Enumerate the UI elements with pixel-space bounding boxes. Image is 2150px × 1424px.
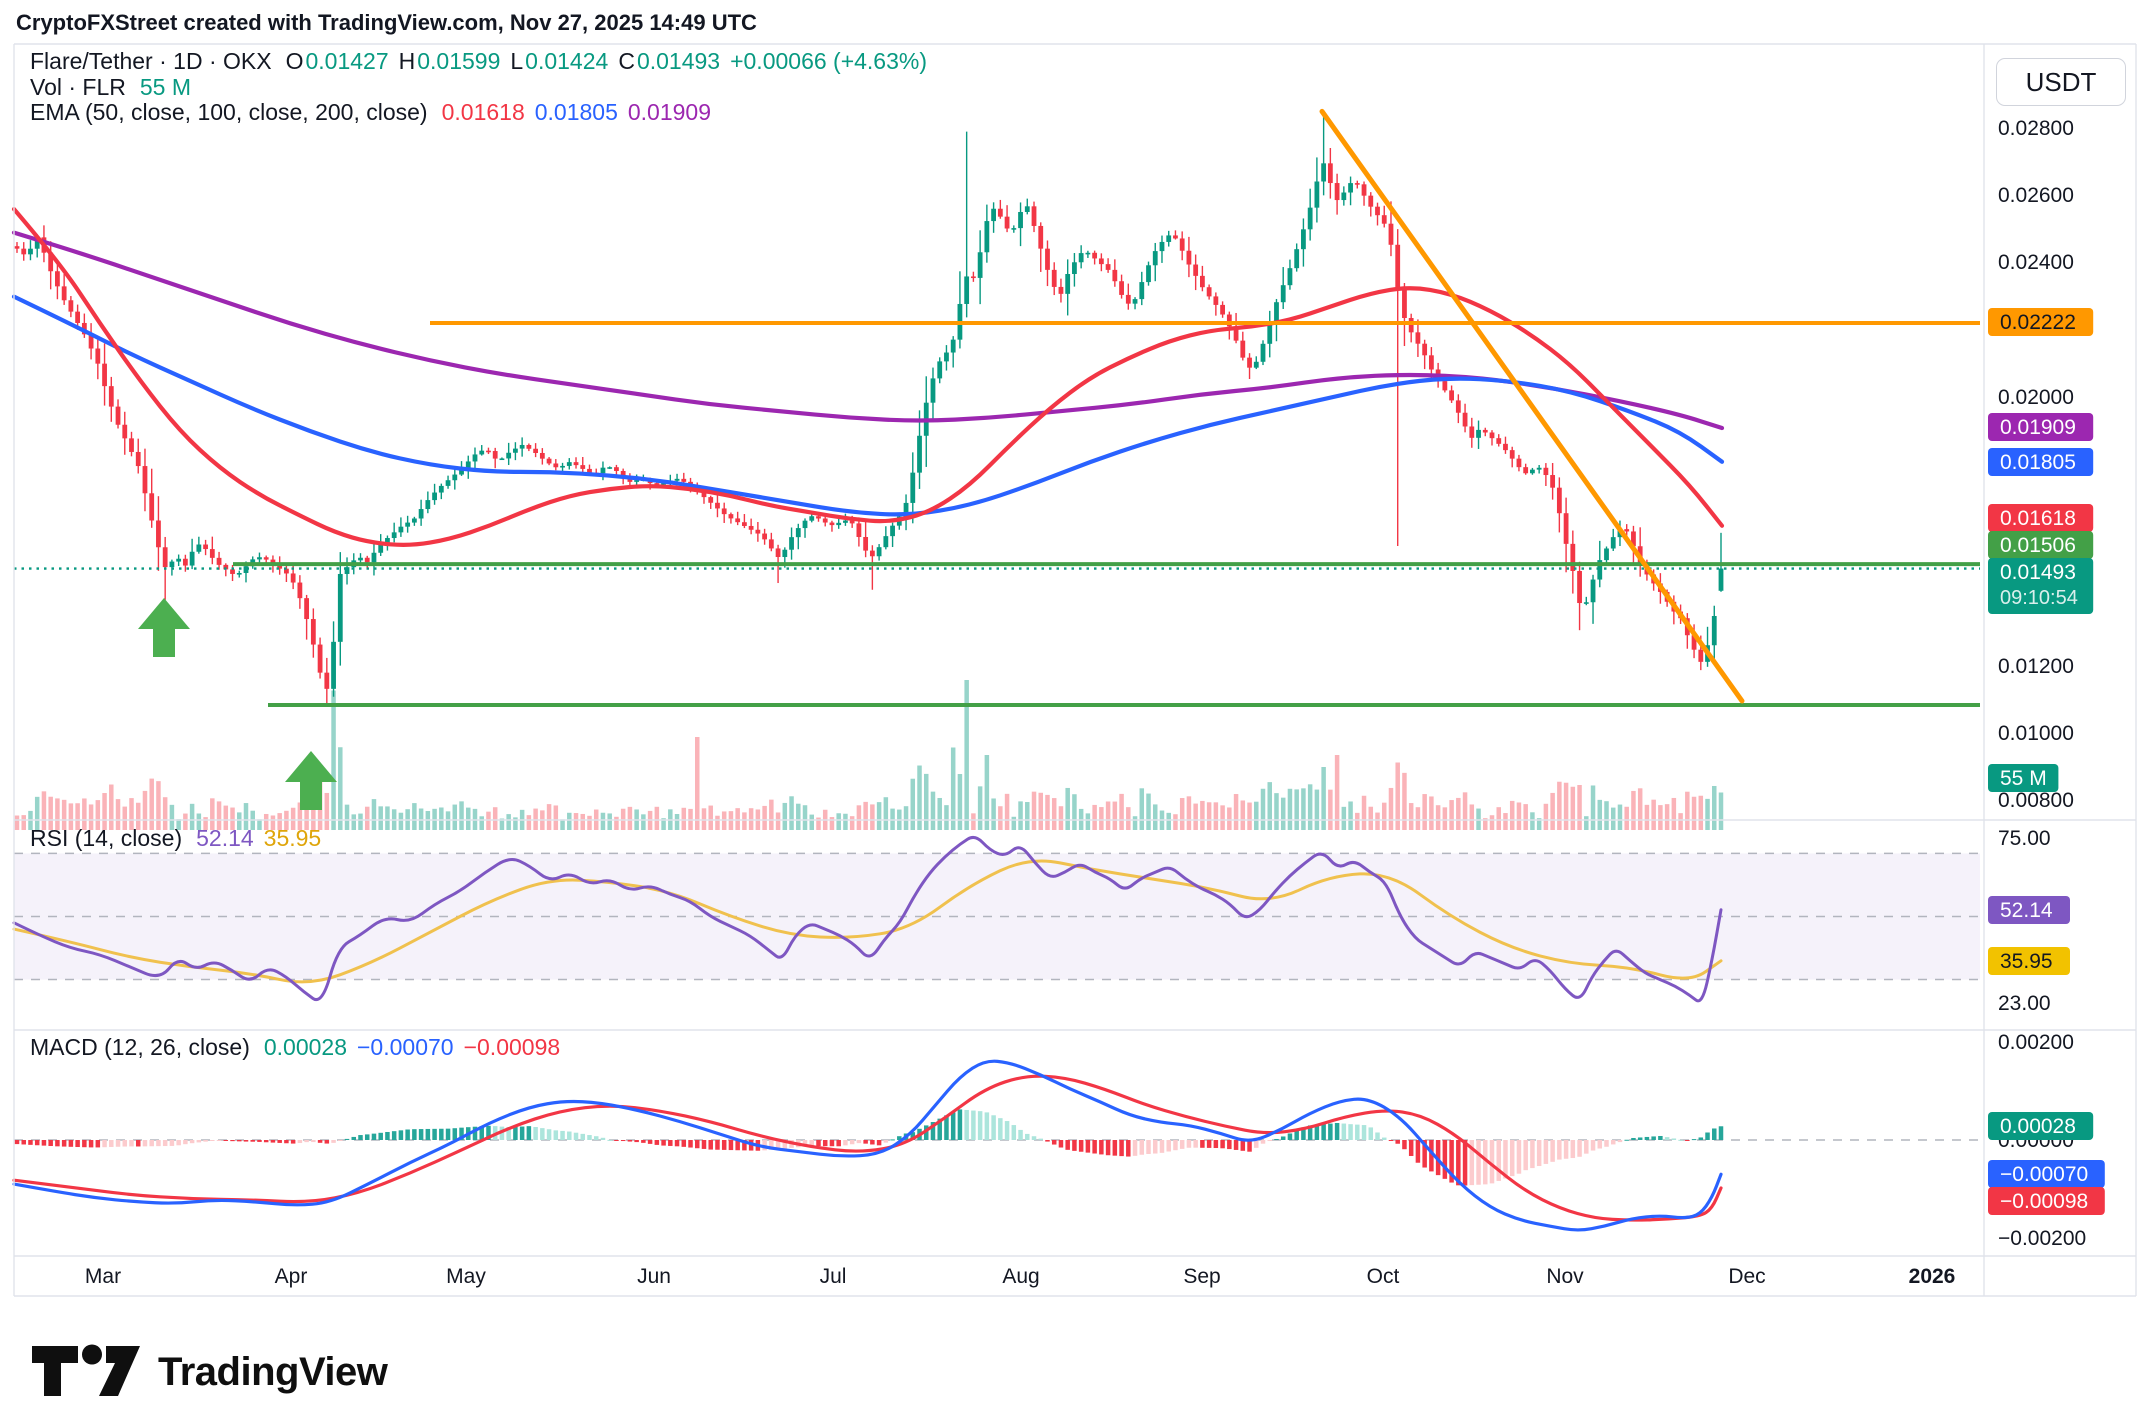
- legend-volume-item: Vol · FLR: [30, 74, 126, 100]
- legend-macd-item: −0.00070: [357, 1034, 454, 1060]
- svg-text:35.95: 35.95: [2000, 950, 2053, 973]
- candlesticks[interactable]: [14, 111, 1724, 706]
- buy-arrow-markers: [138, 598, 337, 810]
- legend-main-item: O: [285, 48, 304, 74]
- svg-text:0.01805: 0.01805: [2000, 451, 2076, 474]
- legend-volume[interactable]: Vol · FLR 55 M: [30, 76, 201, 99]
- legend-main-item: 0.01599: [417, 48, 501, 74]
- drawn-levels[interactable]: [14, 108, 1980, 707]
- currency-button[interactable]: USDT: [1996, 58, 2126, 106]
- legend-ema[interactable]: EMA (50, close, 100, close, 200, close) 0…: [30, 101, 721, 124]
- svg-text:0.01000: 0.01000: [1998, 722, 2074, 745]
- svg-text:Jun: Jun: [637, 1265, 671, 1288]
- macd-lines: [12, 1059, 1723, 1232]
- svg-text:Sep: Sep: [1183, 1265, 1220, 1288]
- svg-text:Nov: Nov: [1546, 1265, 1584, 1288]
- legend-main-item: 0.01493: [636, 48, 721, 74]
- svg-text:May: May: [446, 1265, 486, 1288]
- legend-main[interactable]: Flare/Tether · 1D · OKX O 0.01427 H 0.01599 L…: [30, 50, 937, 73]
- svg-text:0.02222: 0.02222: [2000, 311, 2076, 334]
- legend-rsi-item: 35.95: [263, 825, 322, 851]
- legend-ema-item: 0.01618: [441, 99, 525, 125]
- legend-macd-item: 0.00028: [263, 1034, 347, 1060]
- svg-text:−0.00200: −0.00200: [1998, 1227, 2086, 1250]
- svg-text:−0.00098: −0.00098: [2000, 1190, 2088, 1213]
- svg-text:Dec: Dec: [1728, 1265, 1765, 1288]
- svg-text:0.02400: 0.02400: [1998, 251, 2074, 274]
- ema-lines: [11, 206, 1725, 547]
- legend-macd-item: MACD (12, 26, close): [30, 1034, 250, 1060]
- tradingview-wordmark: TradingView: [158, 1349, 388, 1394]
- legend-ema-item: EMA (50, close, 100, close, 200, close): [30, 99, 428, 125]
- svg-text:Apr: Apr: [275, 1265, 308, 1288]
- svg-text:0.00800: 0.00800: [1998, 789, 2074, 812]
- svg-text:2026: 2026: [1909, 1265, 1956, 1288]
- legend-macd-item: −0.00098: [463, 1034, 561, 1060]
- legend-ema-item: 0.01805: [534, 99, 618, 125]
- legend-main-item: C: [618, 48, 635, 74]
- svg-text:0.02800: 0.02800: [1998, 117, 2074, 140]
- svg-text:0.01909: 0.01909: [2000, 416, 2076, 439]
- legend-volume-item: 55 M: [139, 74, 192, 100]
- countdown-timer: 09:10:54: [2000, 587, 2078, 609]
- svg-text:0.00028: 0.00028: [2000, 1115, 2076, 1138]
- svg-text:0.00200: 0.00200: [1998, 1031, 2074, 1054]
- svg-text:52.14: 52.14: [2000, 899, 2053, 922]
- svg-text:Oct: Oct: [1367, 1265, 1400, 1288]
- macd-histogram: [14, 1109, 1724, 1186]
- volume-bars: [14, 680, 1724, 830]
- tradingview-logo-mark: [32, 1344, 140, 1396]
- svg-text:0.01200: 0.01200: [1998, 655, 2074, 678]
- legend-main-item: H: [398, 48, 416, 74]
- svg-text:0.01493: 0.01493: [2000, 561, 2076, 584]
- svg-text:Jul: Jul: [820, 1265, 847, 1288]
- pane-borders: [13, 43, 2137, 1297]
- rsi-lines: [12, 835, 1723, 1003]
- legend-macd[interactable]: MACD (12, 26, close) 0.00028 −0.00070 −0.00…: [30, 1036, 570, 1059]
- svg-text:−0.00070: −0.00070: [2000, 1163, 2088, 1186]
- svg-text:0.02000: 0.02000: [1998, 386, 2074, 409]
- svg-text:0.02600: 0.02600: [1998, 184, 2074, 207]
- svg-text:Aug: Aug: [1002, 1265, 1039, 1288]
- legend-rsi[interactable]: RSI (14, close) 52.14 35.95: [30, 827, 331, 850]
- svg-text:0.01506: 0.01506: [2000, 534, 2076, 557]
- svg-text:23.00: 23.00: [1998, 992, 2051, 1015]
- legend-rsi-item: RSI (14, close): [30, 825, 183, 851]
- svg-text:Mar: Mar: [85, 1265, 121, 1288]
- attribution-header: CryptoFXStreet created with TradingView.…: [16, 10, 757, 35]
- legend-main-item: Flare/Tether · 1D · OKX: [30, 48, 272, 74]
- legend-rsi-item: 52.14: [196, 825, 254, 851]
- legend-main-item: 0.01424: [525, 48, 609, 74]
- svg-text:0.01618: 0.01618: [2000, 507, 2076, 530]
- svg-text:75.00: 75.00: [1998, 827, 2051, 850]
- indicator-backgrounds: [14, 852, 1980, 1141]
- legend-main-item: +0.00066 (+4.63%): [730, 48, 928, 74]
- tradingview-logo[interactable]: TradingView: [30, 1338, 388, 1406]
- time-axis[interactable]: Mar Apr May Jun Jul Aug Sep Oct Nov Dec 2026: [85, 1265, 1955, 1288]
- price-axis[interactable]: 0.02800 0.02600 0.02400 0.02000 0.01200 0.010…: [1988, 117, 2105, 1250]
- legend-ema-item: 0.01909: [627, 99, 712, 125]
- legend-main-item: L: [510, 48, 524, 74]
- svg-text:55 M: 55 M: [2000, 767, 2047, 790]
- legend-main-item: 0.01427: [305, 48, 389, 74]
